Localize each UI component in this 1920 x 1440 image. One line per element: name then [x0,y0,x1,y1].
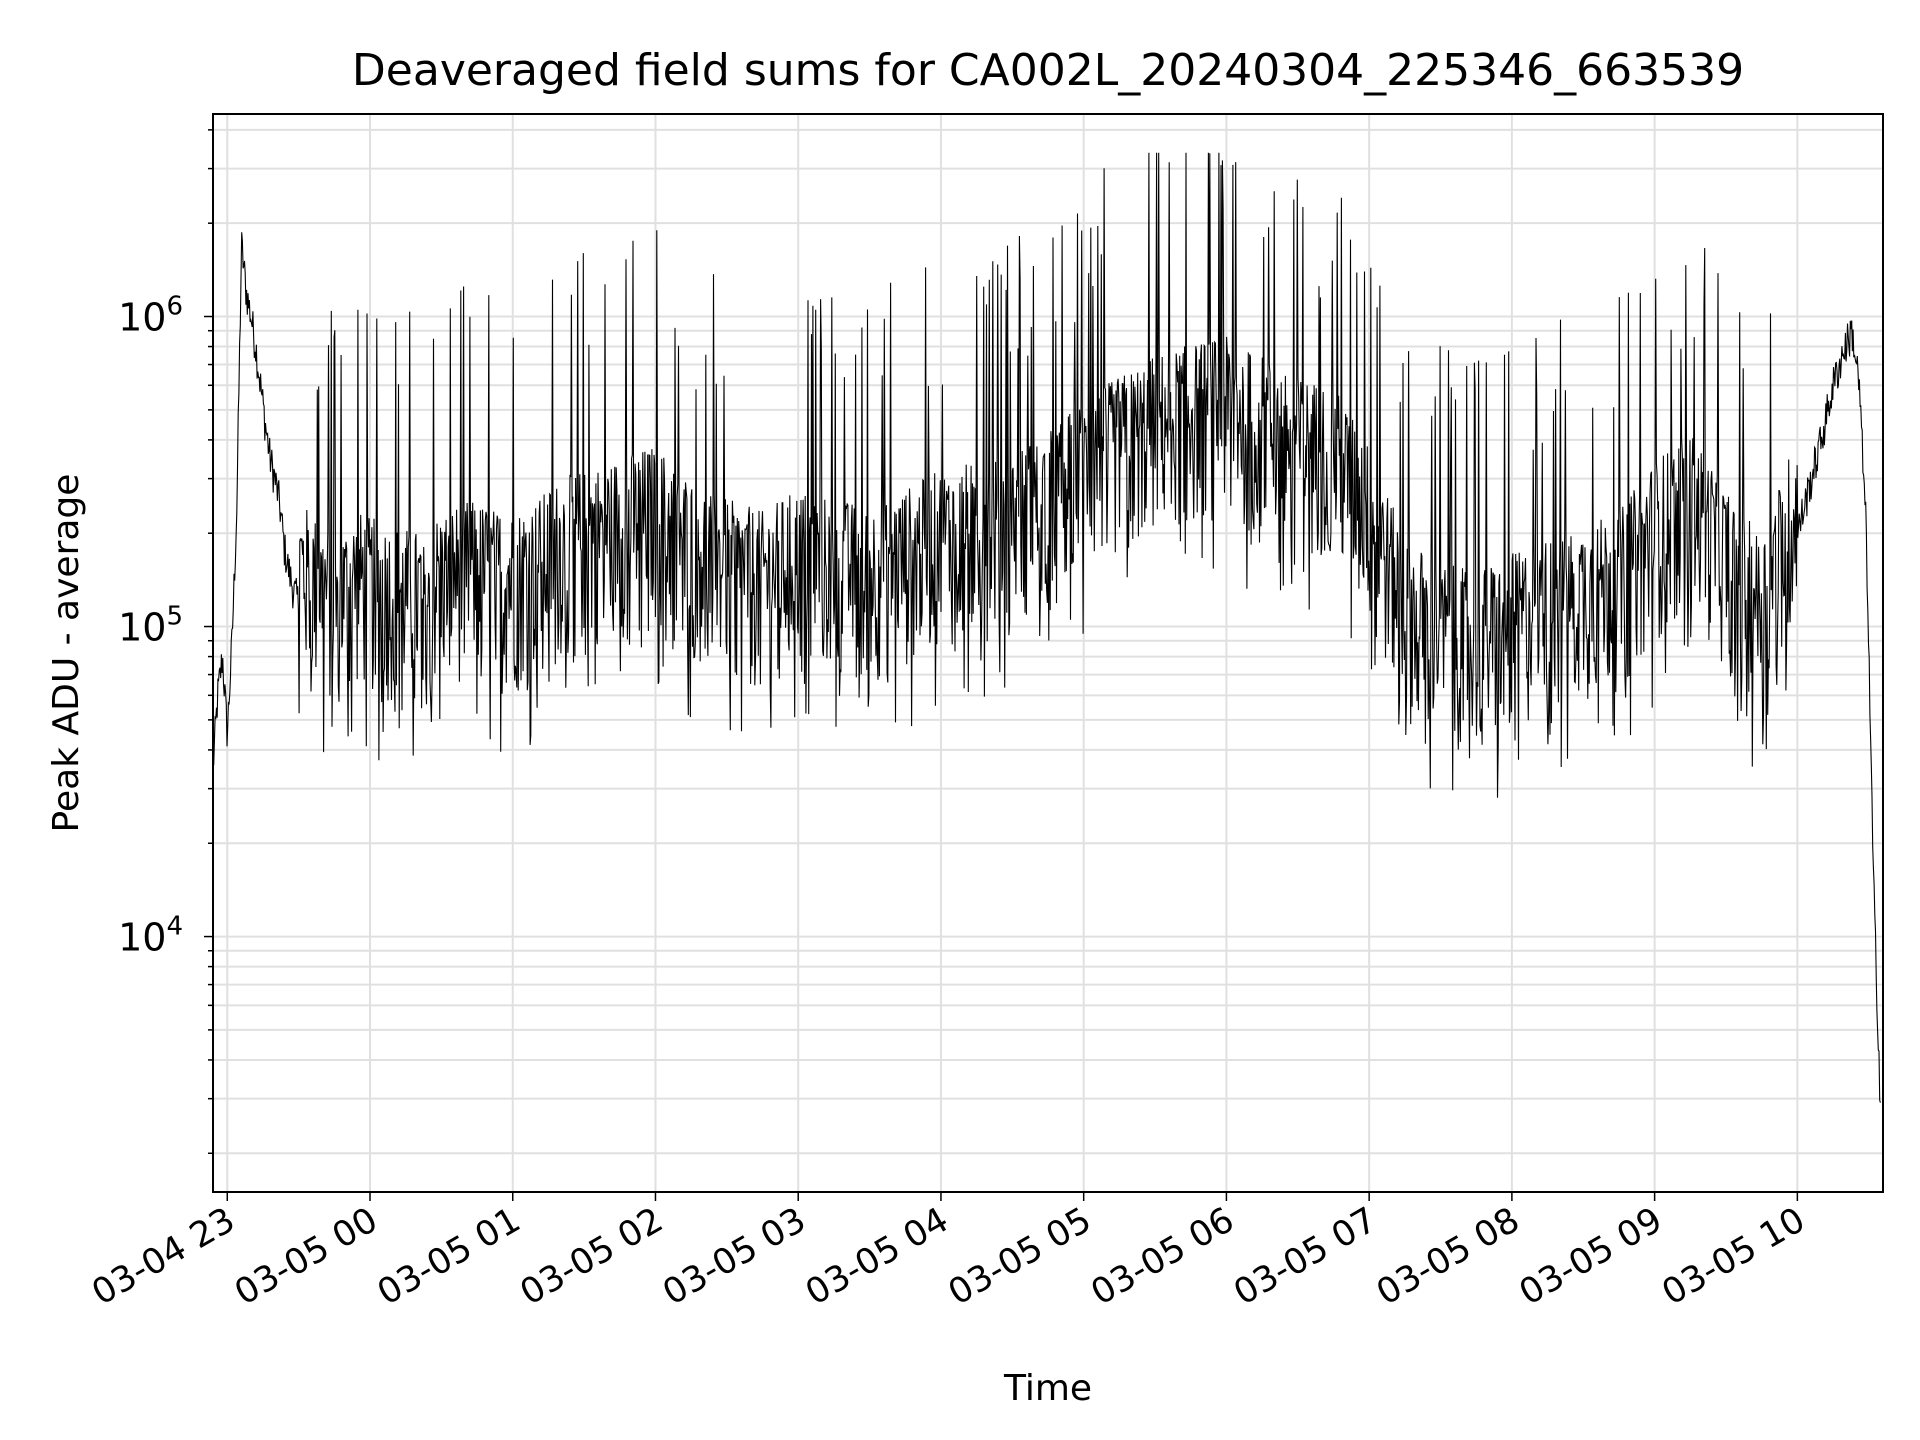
x-tick-label: 03-05 10 [1656,1200,1812,1313]
y-tick-label: 106 [118,292,183,340]
chart-title: Deaveraged field sums for CA002L_2024030… [352,45,1744,96]
x-axis-label: Time [1003,1368,1092,1409]
y-axis-label: Peak ADU - average [46,474,87,833]
x-tick-label: 03-05 01 [371,1200,527,1313]
x-tick-label: 03-05 09 [1513,1200,1669,1313]
x-tick-label: 03-05 05 [942,1200,1098,1313]
x-tick-label: 03-05 04 [799,1200,955,1313]
x-tick-label: 03-05 00 [228,1200,384,1313]
x-tick-label: 03-05 06 [1085,1200,1241,1313]
x-tick-label: 03-05 07 [1227,1200,1383,1313]
y-axis: 104 105 106 [118,129,213,1155]
x-tick-label: 03-05 08 [1370,1200,1526,1313]
y-tick-label: 104 [118,912,183,960]
x-tick-label: 03-04 23 [85,1200,241,1313]
x-tick-label: 03-05 03 [656,1200,812,1313]
series-group [212,152,1881,1103]
plot-frame [212,113,1884,1193]
x-tick-label: 03-05 02 [514,1200,670,1313]
grid-lines [213,114,1883,1192]
series-line [212,152,1881,1103]
y-tick-label: 105 [118,602,183,650]
